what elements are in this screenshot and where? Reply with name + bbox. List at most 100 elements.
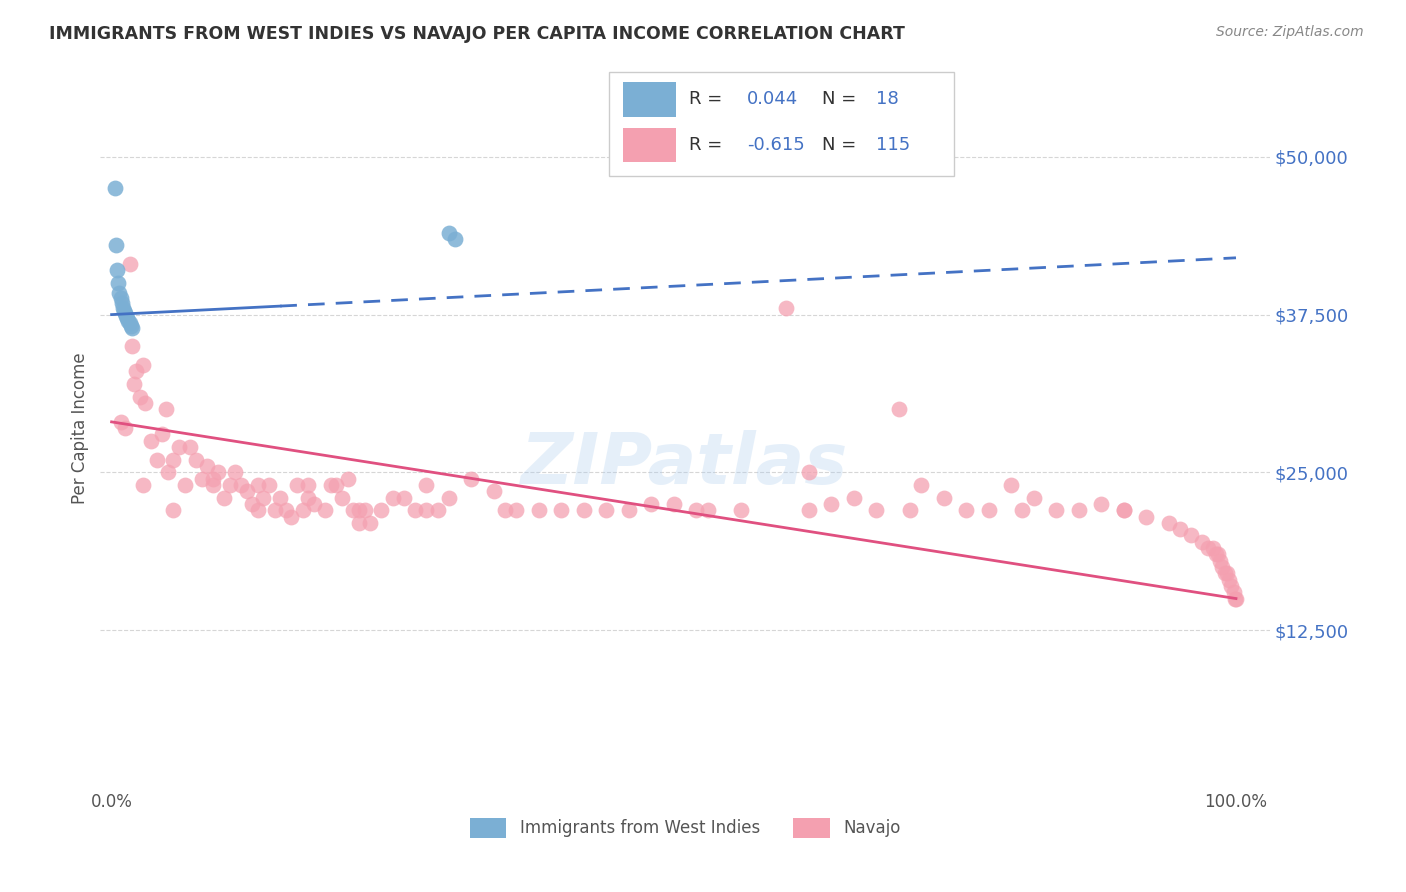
Point xyxy=(125,364,148,378)
Text: IMMIGRANTS FROM WEST INDIES VS NAVAJO PER CAPITA INCOME CORRELATION CHART: IMMIGRANTS FROM WEST INDIES VS NAVAJO PE… xyxy=(49,25,905,43)
Point xyxy=(1211,560,1233,574)
Y-axis label: Per Capita Income: Per Capita Income xyxy=(72,352,89,504)
Point xyxy=(775,301,797,316)
Point xyxy=(1112,503,1135,517)
Point xyxy=(128,390,150,404)
Point xyxy=(1067,503,1090,517)
Point xyxy=(107,276,129,290)
Point xyxy=(955,503,977,517)
Point xyxy=(527,503,550,517)
Point xyxy=(173,478,195,492)
Point xyxy=(1222,585,1244,599)
Point xyxy=(550,503,572,517)
Point xyxy=(229,478,252,492)
Point xyxy=(291,503,314,517)
Point xyxy=(1000,478,1022,492)
Text: R =: R = xyxy=(689,136,727,154)
Point xyxy=(240,497,263,511)
Point xyxy=(1218,573,1240,587)
Point xyxy=(415,478,437,492)
Point xyxy=(150,427,173,442)
Point xyxy=(482,484,505,499)
Point xyxy=(617,503,640,517)
Point xyxy=(443,232,465,246)
Point xyxy=(910,478,932,492)
Point xyxy=(280,509,302,524)
Point xyxy=(235,484,257,499)
Point xyxy=(134,396,156,410)
Point xyxy=(207,466,229,480)
Point xyxy=(898,503,921,517)
Point xyxy=(392,491,415,505)
Point xyxy=(167,440,190,454)
Point xyxy=(347,503,370,517)
Point xyxy=(1135,509,1157,524)
Point xyxy=(104,181,127,195)
FancyBboxPatch shape xyxy=(609,72,955,177)
Point xyxy=(105,238,128,252)
Point xyxy=(162,503,184,517)
Point xyxy=(302,497,325,511)
Point xyxy=(111,296,134,310)
Point xyxy=(184,452,207,467)
Text: Source: ZipAtlas.com: Source: ZipAtlas.com xyxy=(1216,25,1364,39)
Point xyxy=(494,503,516,517)
Point xyxy=(121,339,143,353)
Point xyxy=(415,503,437,517)
Point xyxy=(347,516,370,530)
Point xyxy=(132,358,155,372)
Point xyxy=(336,472,359,486)
Point xyxy=(120,318,142,333)
Point xyxy=(269,491,291,505)
Point xyxy=(117,314,139,328)
Text: ZIPatlas: ZIPatlas xyxy=(522,430,849,499)
Point xyxy=(1157,516,1180,530)
Point xyxy=(121,321,143,335)
Point xyxy=(1090,497,1112,511)
Point xyxy=(696,503,718,517)
Point xyxy=(404,503,426,517)
Point xyxy=(297,478,319,492)
Point xyxy=(797,466,820,480)
Point xyxy=(1206,547,1229,561)
Point xyxy=(640,497,662,511)
Point xyxy=(201,472,224,486)
Point xyxy=(246,503,269,517)
Text: 0.044: 0.044 xyxy=(747,90,799,109)
Point xyxy=(330,491,353,505)
Point xyxy=(285,478,308,492)
Text: -0.615: -0.615 xyxy=(747,136,804,154)
Point xyxy=(887,402,910,417)
Point xyxy=(263,503,285,517)
Point xyxy=(195,458,218,473)
Point xyxy=(1205,547,1227,561)
Point xyxy=(342,503,364,517)
Point xyxy=(730,503,752,517)
Point xyxy=(381,491,404,505)
Point xyxy=(111,301,134,316)
Point xyxy=(325,478,347,492)
Point xyxy=(314,503,336,517)
Text: 18: 18 xyxy=(876,90,898,109)
Point xyxy=(114,421,136,435)
Text: N =: N = xyxy=(823,90,862,109)
Point xyxy=(201,478,224,492)
Point xyxy=(1202,541,1225,555)
Bar xyxy=(623,82,676,117)
Point xyxy=(842,491,865,505)
Point xyxy=(105,263,128,277)
Point xyxy=(1045,503,1067,517)
Point xyxy=(353,503,375,517)
Point xyxy=(108,286,131,301)
Point xyxy=(110,415,132,429)
Point xyxy=(257,478,280,492)
Point xyxy=(156,466,179,480)
Text: 115: 115 xyxy=(876,136,910,154)
Point xyxy=(1112,503,1135,517)
Legend: Immigrants from West Indies, Navajo: Immigrants from West Indies, Navajo xyxy=(463,812,907,844)
Point xyxy=(595,503,617,517)
Point xyxy=(1197,541,1219,555)
Point xyxy=(145,452,167,467)
Point xyxy=(1022,491,1045,505)
Point xyxy=(224,466,246,480)
